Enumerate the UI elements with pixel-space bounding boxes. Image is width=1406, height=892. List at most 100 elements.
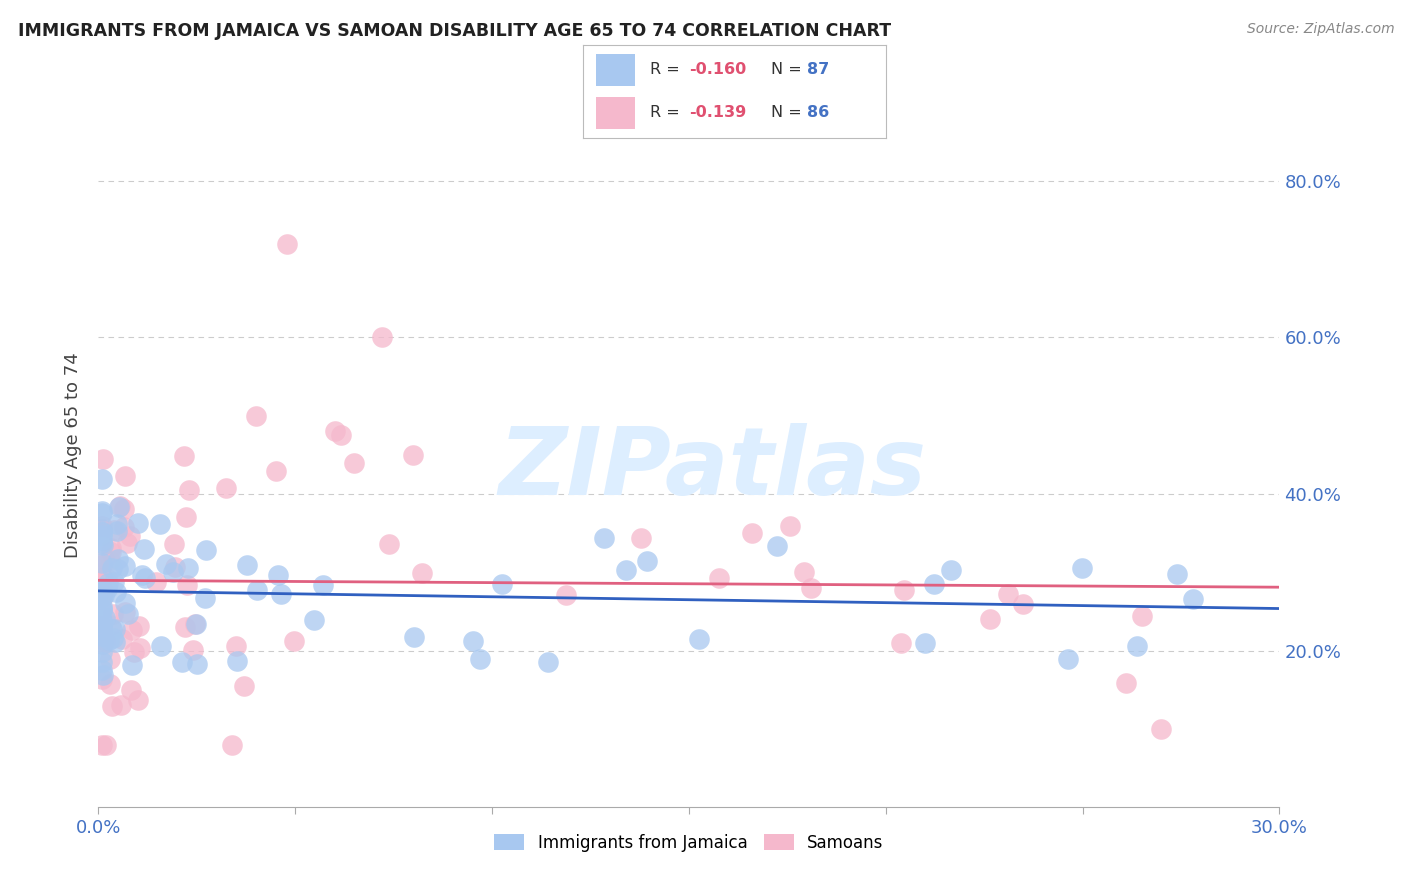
Point: [91, 645, 114, 659]
Point: [94, 633, 117, 648]
Point: [215, 481, 238, 495]
Point: [97, 576, 120, 591]
Point: [100, 622, 122, 636]
Point: [709, 570, 731, 584]
Point: [1070, 561, 1092, 575]
Point: [91, 556, 114, 570]
Bar: [596, 54, 636, 86]
Point: [890, 635, 912, 649]
Point: [276, 236, 298, 251]
Point: [91, 613, 114, 627]
Point: [779, 518, 801, 533]
Point: [103, 607, 125, 621]
Point: [155, 557, 177, 571]
Point: [176, 578, 198, 592]
Text: -0.160: -0.160: [689, 62, 747, 78]
Point: [893, 583, 915, 598]
Point: [411, 566, 433, 580]
Point: [91, 627, 114, 641]
Point: [98, 553, 121, 567]
Point: [132, 542, 155, 557]
Point: [170, 655, 193, 669]
Point: [111, 632, 134, 646]
Point: [997, 587, 1019, 601]
Point: [91, 668, 114, 682]
Point: [91, 522, 114, 536]
Point: [118, 529, 141, 543]
Legend: Immigrants from Jamaica, Samoans: Immigrants from Jamaica, Samoans: [488, 828, 890, 859]
Text: 87: 87: [807, 62, 830, 78]
Point: [302, 613, 325, 627]
Point: [105, 516, 128, 531]
Point: [105, 524, 128, 538]
Point: [195, 543, 218, 558]
Point: [461, 634, 484, 648]
Point: [100, 561, 122, 575]
Point: [105, 584, 128, 599]
Point: [378, 537, 401, 551]
Point: [91, 606, 114, 620]
Point: [91, 558, 114, 572]
Point: [537, 656, 560, 670]
Point: [186, 657, 208, 672]
Point: [91, 581, 114, 595]
Point: [129, 641, 152, 656]
Point: [741, 525, 763, 540]
Point: [91, 524, 114, 539]
Point: [91, 587, 114, 601]
Text: IMMIGRANTS FROM JAMAICA VS SAMOAN DISABILITY AGE 65 TO 74 CORRELATION CHART: IMMIGRANTS FROM JAMAICA VS SAMOAN DISABI…: [18, 22, 891, 40]
Point: [176, 561, 198, 575]
Point: [91, 656, 114, 670]
Point: [165, 560, 187, 574]
Point: [91, 619, 114, 633]
Point: [177, 483, 200, 497]
Point: [91, 582, 114, 596]
Text: R =: R =: [650, 62, 685, 78]
Point: [91, 627, 114, 641]
Point: [122, 645, 145, 659]
Point: [120, 682, 142, 697]
Point: [1166, 566, 1188, 581]
Point: [232, 679, 254, 693]
Point: [636, 554, 658, 568]
Point: [150, 640, 173, 654]
Point: [93, 552, 115, 566]
Point: [121, 623, 143, 637]
Point: [91, 524, 114, 539]
Point: [491, 577, 513, 591]
Point: [91, 591, 114, 606]
Point: [98, 618, 121, 632]
Point: [108, 499, 131, 513]
Point: [924, 576, 946, 591]
Point: [91, 599, 114, 614]
Point: [134, 571, 156, 585]
Point: [101, 631, 124, 645]
Point: [104, 622, 127, 636]
Point: [194, 591, 217, 605]
Point: [114, 605, 136, 619]
Point: [614, 563, 637, 577]
Point: [1012, 597, 1035, 611]
Point: [131, 567, 153, 582]
Text: 86: 86: [807, 105, 830, 120]
Point: [149, 516, 172, 531]
Point: [93, 588, 115, 602]
Point: [117, 607, 139, 621]
Text: R =: R =: [650, 105, 685, 120]
Point: [91, 637, 114, 651]
Point: [91, 527, 114, 541]
Y-axis label: Disability Age 65 to 74: Disability Age 65 to 74: [65, 352, 83, 558]
Point: [96, 572, 118, 586]
Point: [117, 536, 139, 550]
Text: ZIPatlas: ZIPatlas: [499, 423, 927, 515]
Point: [91, 629, 114, 643]
Point: [91, 620, 114, 634]
Point: [91, 452, 114, 467]
Point: [181, 643, 204, 657]
Point: [91, 587, 114, 601]
Point: [91, 507, 114, 521]
Point: [100, 699, 122, 714]
Point: [100, 541, 122, 556]
Point: [270, 587, 292, 601]
Point: [343, 456, 366, 470]
